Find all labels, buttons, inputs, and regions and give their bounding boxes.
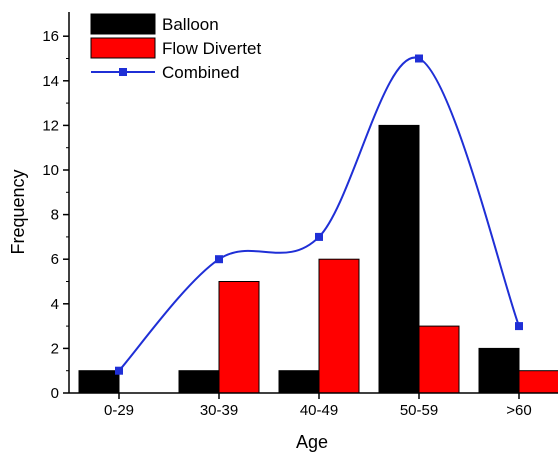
bar-balloon-1 xyxy=(178,370,220,394)
bar-balloon-2 xyxy=(278,370,320,394)
bar-flow-divertet-4 xyxy=(518,370,558,394)
x-tick-label: 0-29 xyxy=(104,402,134,419)
bar-flow-divertet-2 xyxy=(318,258,360,394)
x-tick-label: >60 xyxy=(506,402,531,419)
x-tick-label: 40-49 xyxy=(300,402,338,419)
bar-balloon-0 xyxy=(78,370,120,394)
combined-point-2 xyxy=(315,232,323,241)
combined-point-3 xyxy=(415,54,423,63)
legend: Balloon Flow Divertet Combined xyxy=(90,13,261,82)
combined-line xyxy=(118,56,520,372)
y-tick-label: 12 xyxy=(42,117,59,134)
y-tick-label: 4 xyxy=(51,296,59,313)
x-axis-title: Age xyxy=(296,432,328,452)
y-ticks: 0 2 4 6 8 10 12 14 16 xyxy=(42,28,69,402)
y-tick-label: 10 xyxy=(42,162,59,179)
y-tick-label: 2 xyxy=(51,340,59,357)
y-tick-label: 0 xyxy=(51,385,59,402)
y-tick-label: 14 xyxy=(42,73,59,90)
x-tick-label: 30-39 xyxy=(200,402,238,419)
line-layer xyxy=(115,54,523,375)
y-axis-title: Frequency xyxy=(8,169,28,254)
legend-flow-divertet-swatch xyxy=(90,37,156,59)
legend-balloon-swatch xyxy=(90,13,156,35)
bar-balloon-4 xyxy=(478,347,520,394)
y-tick-label: 16 xyxy=(42,28,59,45)
x-tick-label: 50-59 xyxy=(400,402,438,419)
bars-layer xyxy=(78,124,558,394)
legend-balloon-label: Balloon xyxy=(162,15,219,34)
combined-point-4 xyxy=(515,322,523,331)
y-tick-label: 8 xyxy=(51,207,59,224)
bar-flow-divertet-3 xyxy=(418,325,460,394)
combined-point-0 xyxy=(115,366,123,375)
bar-flow-divertet-1 xyxy=(218,281,260,394)
legend-combined-swatch-marker xyxy=(119,68,127,76)
y-tick-label: 6 xyxy=(51,251,59,268)
x-ticks: 0-29 30-39 40-49 50-59 >60 xyxy=(104,393,532,419)
bar-balloon-3 xyxy=(378,124,420,394)
legend-flow-divertet-label: Flow Divertet xyxy=(162,39,261,58)
axes xyxy=(68,12,558,394)
legend-combined-label: Combined xyxy=(162,63,240,82)
combined-point-1 xyxy=(215,255,223,264)
